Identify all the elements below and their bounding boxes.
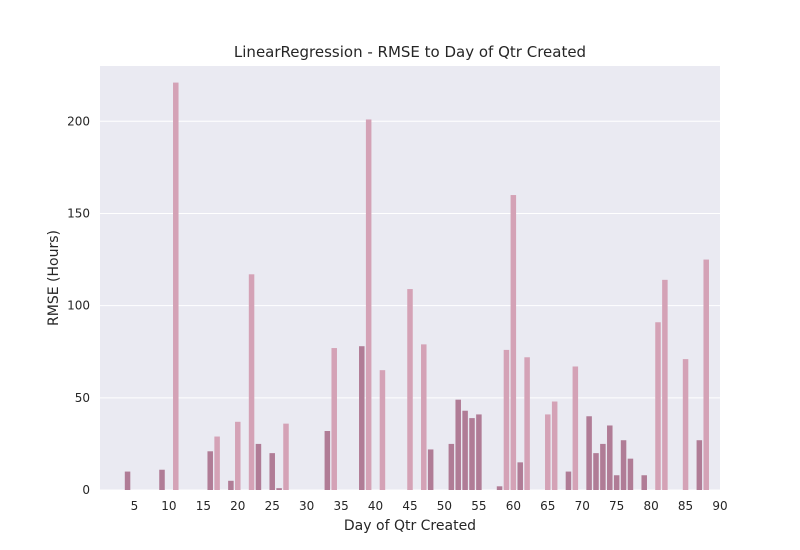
x-tick-label: 65 (540, 499, 555, 513)
y-axis-ticks: 0 50 100 150 200 (67, 114, 90, 497)
bar-day-76 (620, 440, 627, 490)
x-axis-ticks: 5 10 15 20 25 30 35 40 45 50 55 60 65 70 75 80 85 90 (131, 499, 728, 513)
x-tick-label: 5 (131, 499, 139, 513)
bar-day-39 (365, 119, 372, 490)
bar-day-77 (627, 458, 634, 490)
bar-day-61 (517, 462, 523, 490)
bar-day-85 (682, 359, 689, 490)
x-tick-label: 80 (643, 499, 658, 513)
bar-day-16 (207, 451, 213, 490)
bar-day-52 (455, 399, 461, 490)
bar-day-59 (503, 349, 510, 490)
x-tick-label: 75 (609, 499, 624, 513)
bar-day-4 (124, 471, 131, 490)
bar-day-60 (510, 195, 517, 491)
y-tick-label: 150 (67, 206, 90, 220)
bar-day-73 (600, 443, 606, 490)
bar-day-38 (359, 346, 365, 490)
bar-day-74 (607, 425, 613, 490)
bar-day-58 (496, 486, 503, 490)
y-tick-label: 200 (67, 114, 90, 128)
bar-day-81 (655, 322, 661, 490)
bar-day-47 (421, 344, 427, 490)
bar-day-48 (427, 449, 434, 490)
y-tick-label: 0 (82, 483, 90, 497)
bar-day-69 (572, 366, 579, 490)
x-tick-label: 55 (471, 499, 486, 513)
bar-day-41 (379, 370, 386, 490)
x-tick-label: 50 (437, 499, 452, 513)
bar-day-72 (593, 453, 599, 490)
x-tick-label: 30 (299, 499, 314, 513)
bar-day-66 (551, 401, 558, 490)
bar-day-34 (331, 348, 337, 490)
bar-day-19 (228, 480, 234, 490)
bar-day-23 (255, 443, 262, 490)
bar-day-11 (173, 82, 179, 490)
bars-group (124, 82, 709, 491)
x-tick-label: 45 (402, 499, 417, 513)
x-tick-label: 85 (678, 499, 693, 513)
bar-day-79 (641, 475, 647, 490)
bar-day-71 (586, 416, 592, 490)
x-tick-label: 40 (368, 499, 383, 513)
bar-day-55 (476, 414, 482, 490)
x-tick-label: 35 (333, 499, 348, 513)
x-axis-title: Day of Qtr Created (344, 518, 476, 534)
bar-day-33 (324, 431, 331, 490)
bar-day-22 (248, 274, 255, 490)
bar-day-20 (235, 421, 241, 490)
x-tick-label: 10 (161, 499, 176, 513)
bar-day-82 (662, 279, 668, 490)
x-tick-label: 90 (712, 499, 727, 513)
bar-day-9 (159, 469, 165, 490)
bar-day-27 (283, 423, 289, 490)
bar-day-65 (545, 414, 551, 490)
bar-day-26 (276, 488, 282, 490)
y-tick-label: 100 (67, 299, 90, 313)
bar-day-53 (462, 410, 468, 490)
x-tick-label: 60 (506, 499, 521, 513)
bar-day-51 (448, 443, 455, 490)
bar-day-87 (696, 440, 703, 490)
x-tick-label: 70 (575, 499, 590, 513)
bar-day-75 (613, 475, 620, 490)
bar-day-54 (469, 418, 475, 490)
bar-day-88 (703, 259, 709, 490)
bar-day-68 (565, 471, 572, 490)
bar-day-25 (269, 453, 275, 490)
x-tick-label: 25 (265, 499, 280, 513)
bar-day-62 (524, 357, 530, 490)
bar-day-45 (407, 289, 413, 490)
x-tick-label: 20 (230, 499, 245, 513)
chart-title: LinearRegression - RMSE to Day of Qtr Cr… (234, 43, 586, 61)
bar-day-17 (214, 436, 220, 490)
y-tick-label: 50 (75, 391, 90, 405)
y-axis-title: RMSE (Hours) (46, 230, 62, 326)
x-tick-label: 15 (196, 499, 211, 513)
